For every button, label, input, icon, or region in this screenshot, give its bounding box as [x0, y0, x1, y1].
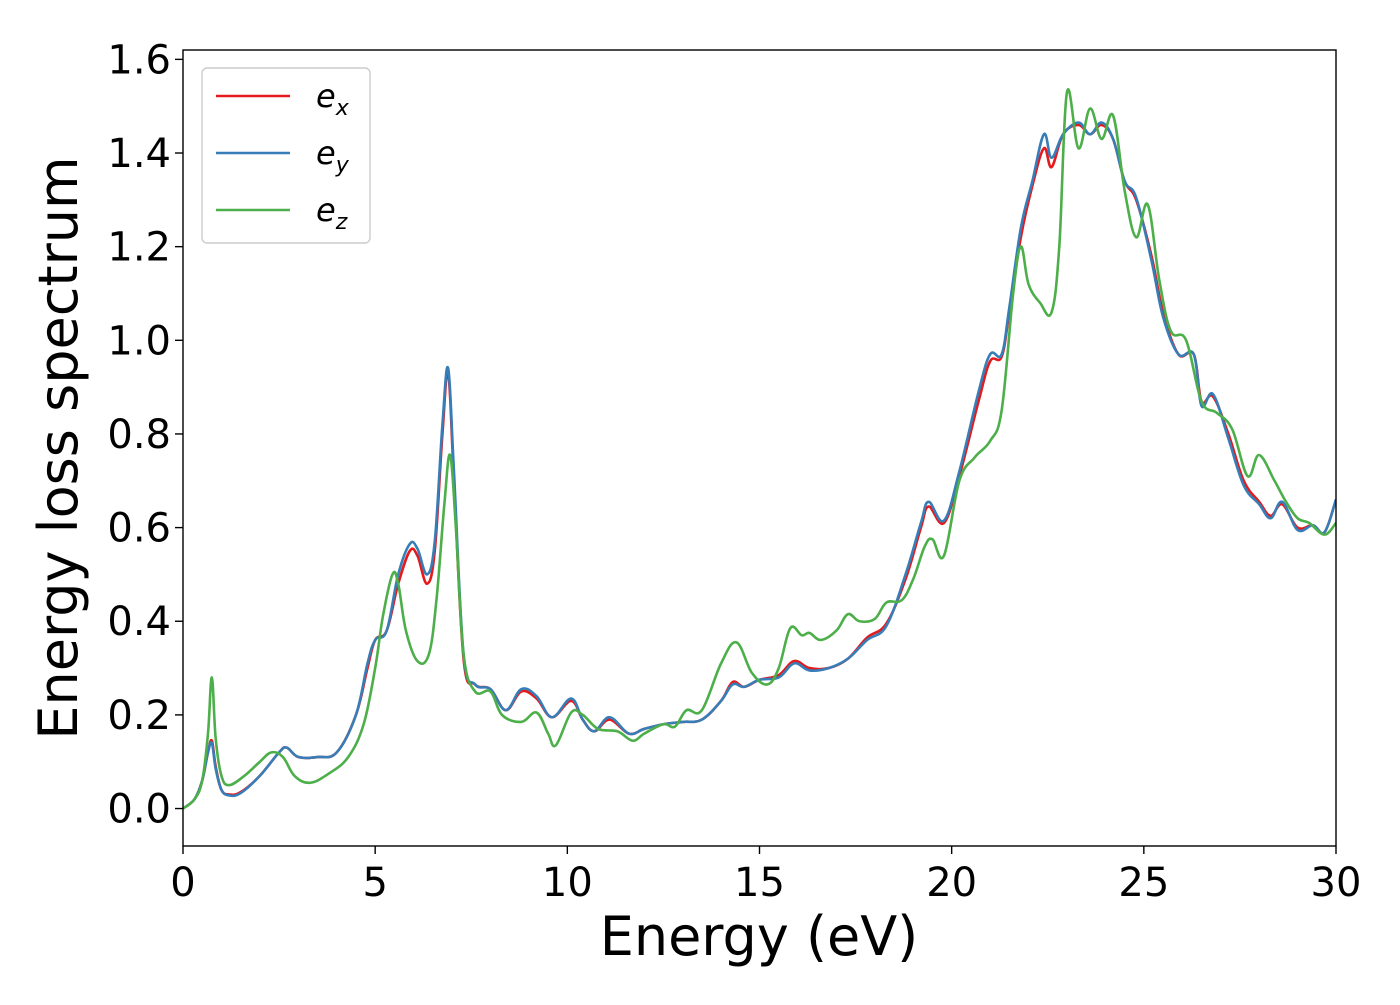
series-line-ez — [183, 88, 1336, 810]
x-tick-label: 20 — [926, 860, 977, 906]
y-tick-label: 0.4 — [107, 599, 171, 645]
y-tick-label: 0.6 — [107, 506, 171, 552]
legend-entry-ex: ex — [216, 77, 350, 121]
series-layer — [183, 88, 1336, 810]
x-tick-label: 30 — [1311, 860, 1362, 906]
x-tick-label: 5 — [362, 860, 387, 906]
x-tick-label: 0 — [170, 860, 195, 906]
x-tick-label: 15 — [734, 860, 785, 906]
y-tick-label: 0.8 — [107, 412, 171, 458]
legend-label: ex — [316, 77, 350, 121]
y-tick-label: 0.2 — [107, 693, 171, 739]
legend-entry-ey: ey — [216, 134, 350, 178]
y-axis-title: Energy loss spectrum — [27, 156, 90, 739]
x-axis-title: Energy (eV) — [600, 905, 919, 968]
x-tick-label: 25 — [1118, 860, 1169, 906]
x-axis-ticks: 0 5 10 15 20 25 30 — [170, 846, 1361, 906]
x-tick-label: 10 — [542, 860, 593, 906]
legend-label: ey — [316, 134, 350, 178]
legend-label: ez — [316, 191, 348, 235]
y-axis-ticks: 0.0 0.2 0.4 0.6 0.8 1.0 1.2 1.4 1.6 — [107, 37, 183, 833]
legend: ex ey ez — [201, 67, 371, 244]
y-tick-label: 1.0 — [107, 318, 171, 364]
legend-box — [201, 67, 371, 244]
series-line-ey — [183, 121, 1336, 810]
y-tick-label: 1.6 — [107, 37, 171, 83]
y-tick-label: 0.0 — [107, 787, 171, 833]
legend-entry-ez: ez — [216, 191, 348, 235]
y-tick-label: 1.4 — [107, 131, 171, 177]
y-tick-label: 1.2 — [107, 225, 171, 271]
